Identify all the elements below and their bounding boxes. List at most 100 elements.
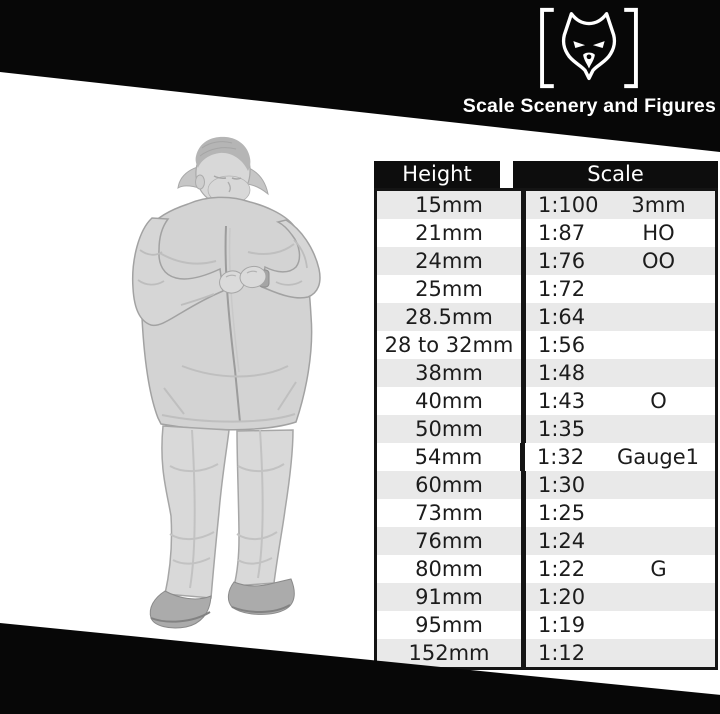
scale-ratio: 1:76 — [538, 249, 586, 273]
wolf-logo-icon — [540, 7, 638, 89]
scale-column-header: Scale — [513, 161, 718, 188]
scale-gauge: 3mm — [631, 193, 686, 217]
table-row: 25mm 1:72 — [377, 275, 715, 303]
scale-ratio: 1:87 — [538, 221, 586, 245]
height-cell: 73mm — [377, 499, 526, 527]
table-row: 40mm 1:43 O — [377, 387, 715, 415]
scale-ratio: 1:43 — [538, 389, 586, 413]
scale-cell: 1:43 O — [526, 387, 715, 415]
scale-gauge — [618, 275, 715, 303]
height-cell: 40mm — [377, 387, 526, 415]
scale-gauge — [618, 359, 715, 387]
scale-gauge — [618, 303, 715, 331]
brand-name: Scale Scenery and Figures — [462, 95, 716, 117]
table-row: 21mm 1:87 HO — [377, 219, 715, 247]
table-body: 15mm 1:100 3mm 21mm 1:87 HO 24mm 1:76 OO… — [374, 188, 718, 670]
left-bracket-icon — [540, 7, 554, 89]
scale-ratio: 1:35 — [538, 417, 586, 441]
figure-head — [195, 136, 251, 205]
scale-ratio: 1:30 — [538, 473, 586, 497]
scale-conversion-table: Height Scale 15mm 1:100 3mm 21mm 1:87 HO… — [374, 161, 718, 670]
scale-gauge — [618, 415, 715, 443]
height-cell: 38mm — [377, 359, 526, 387]
brand-banner: Scale Scenery and Figures — [0, 0, 720, 152]
scale-cell: 1:25 — [526, 499, 715, 527]
scale-gauge: Gauge1 — [616, 445, 699, 469]
height-cell: 28 to 32mm — [377, 331, 526, 359]
height-cell: 50mm — [377, 415, 526, 443]
scale-cell: 1:76 OO — [526, 247, 715, 275]
figure-right-shoe — [227, 578, 295, 615]
scale-ratio: 1:100 — [538, 193, 599, 217]
table-row: 28 to 32mm 1:56 — [377, 331, 715, 359]
scale-ratio: 1:48 — [538, 361, 586, 385]
scale-cell: 1:20 — [526, 583, 715, 611]
table-row: 60mm 1:30 — [377, 471, 715, 499]
scale-cell: 1:24 — [526, 527, 715, 555]
scale-cell: 1:48 — [526, 359, 715, 387]
scale-ratio: 1:24 — [538, 529, 586, 553]
table-header: Height Scale — [374, 161, 718, 188]
right-bracket-icon — [624, 7, 638, 89]
scale-ratio: 1:56 — [538, 333, 586, 357]
scale-ratio: 1:20 — [538, 585, 586, 609]
scale-gauge: HO — [642, 221, 675, 245]
table-row: 95mm 1:19 — [377, 611, 715, 639]
scale-gauge — [618, 639, 715, 667]
scale-cell: 1:32 Gauge1 — [525, 443, 715, 471]
height-cell: 24mm — [377, 247, 526, 275]
table-row: 28.5mm 1:64 — [377, 303, 715, 331]
height-cell: 54mm — [377, 443, 525, 471]
scale-cell: 1:30 — [526, 471, 715, 499]
height-cell: 91mm — [377, 583, 526, 611]
scale-gauge — [618, 331, 715, 359]
scale-gauge — [618, 499, 715, 527]
wolf-head-icon — [561, 12, 617, 81]
table-row: 15mm 1:100 3mm — [377, 191, 715, 219]
height-cell: 76mm — [377, 527, 526, 555]
table-row: 50mm 1:35 — [377, 415, 715, 443]
height-cell: 95mm — [377, 611, 526, 639]
scale-gauge: G — [650, 557, 667, 581]
figure-3d-scan-man — [131, 136, 321, 629]
height-cell: 15mm — [377, 191, 526, 219]
scale-gauge: OO — [641, 249, 676, 273]
scale-gauge: O — [650, 389, 667, 413]
height-cell: 80mm — [377, 555, 526, 583]
scale-ratio: 1:19 — [538, 613, 586, 637]
scale-cell: 1:22 G — [526, 555, 715, 583]
scale-gauge — [618, 527, 715, 555]
table-row: 91mm 1:20 — [377, 583, 715, 611]
height-cell: 21mm — [377, 219, 526, 247]
height-cell: 60mm — [377, 471, 526, 499]
scale-cell: 1:19 — [526, 611, 715, 639]
table-row: 54mm 1:32 Gauge1 — [377, 443, 715, 471]
scale-gauge — [618, 471, 715, 499]
table-row: 38mm 1:48 — [377, 359, 715, 387]
height-cell: 25mm — [377, 275, 526, 303]
scale-ratio: 1:72 — [538, 277, 586, 301]
table-row: 73mm 1:25 — [377, 499, 715, 527]
table-row: 24mm 1:76 OO — [377, 247, 715, 275]
scale-cell: 1:100 3mm — [526, 191, 715, 219]
table-row: 76mm 1:24 — [377, 527, 715, 555]
scale-cell: 1:87 HO — [526, 219, 715, 247]
scale-cell: 1:12 — [526, 639, 715, 667]
table-row: 152mm 1:12 — [377, 639, 715, 667]
scale-gauge — [618, 611, 715, 639]
height-cell: 28.5mm — [377, 303, 526, 331]
height-cell: 152mm — [377, 639, 526, 667]
scale-ratio: 1:32 — [536, 445, 585, 469]
scale-ratio: 1:12 — [538, 641, 586, 665]
scale-ratio: 1:64 — [538, 305, 586, 329]
scale-cell: 1:56 — [526, 331, 715, 359]
height-column-header: Height — [374, 161, 500, 188]
scale-ratio: 1:22 — [538, 557, 586, 581]
scale-cell: 1:35 — [526, 415, 715, 443]
scale-gauge — [618, 583, 715, 611]
table-row: 80mm 1:22 G — [377, 555, 715, 583]
header-gap — [500, 161, 513, 188]
scale-cell: 1:72 — [526, 275, 715, 303]
scale-cell: 1:64 — [526, 303, 715, 331]
